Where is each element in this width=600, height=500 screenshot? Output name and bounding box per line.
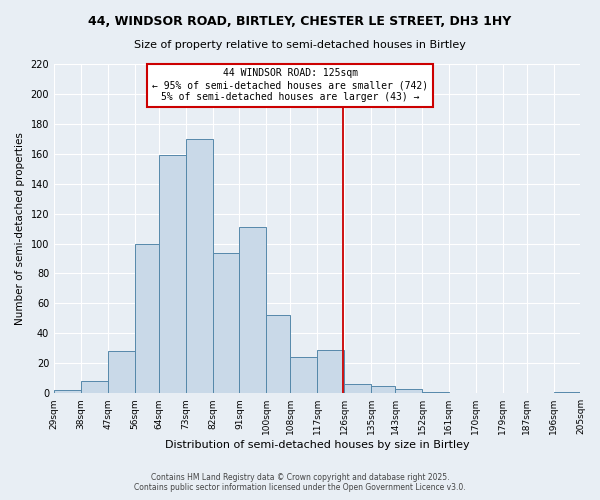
- Bar: [395, 388, 422, 393]
- Bar: [135, 244, 159, 393]
- Text: 44 WINDSOR ROAD: 125sqm
← 95% of semi-detached houses are smaller (742)
5% of se: 44 WINDSOR ROAD: 125sqm ← 95% of semi-de…: [152, 68, 428, 102]
- Bar: [371, 386, 395, 393]
- Bar: [290, 358, 317, 393]
- Bar: [344, 384, 371, 393]
- X-axis label: Distribution of semi-detached houses by size in Birtley: Distribution of semi-detached houses by …: [165, 440, 470, 450]
- Bar: [212, 252, 239, 393]
- Y-axis label: Number of semi-detached properties: Number of semi-detached properties: [15, 132, 25, 325]
- Bar: [422, 392, 449, 393]
- Bar: [54, 390, 81, 393]
- Text: Size of property relative to semi-detached houses in Birtley: Size of property relative to semi-detach…: [134, 40, 466, 50]
- Bar: [317, 350, 344, 393]
- Bar: [185, 139, 212, 393]
- Text: 44, WINDSOR ROAD, BIRTLEY, CHESTER LE STREET, DH3 1HY: 44, WINDSOR ROAD, BIRTLEY, CHESTER LE ST…: [88, 15, 512, 28]
- Bar: [108, 352, 135, 393]
- Bar: [239, 227, 266, 393]
- Bar: [159, 156, 185, 393]
- Bar: [554, 392, 581, 393]
- Text: Contains HM Land Registry data © Crown copyright and database right 2025.
Contai: Contains HM Land Registry data © Crown c…: [134, 473, 466, 492]
- Bar: [266, 316, 290, 393]
- Bar: [81, 381, 108, 393]
